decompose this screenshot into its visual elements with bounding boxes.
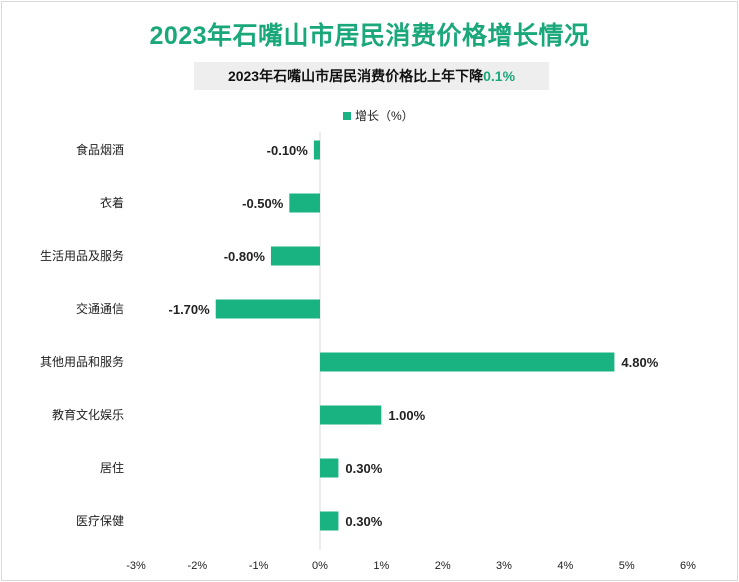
bar: [289, 193, 320, 213]
chart-title: 2023年石嘴山市居民消费价格增长情况: [149, 22, 590, 50]
bar: [320, 458, 339, 478]
bar: [270, 246, 320, 266]
x-tick-label: 3%: [496, 560, 512, 572]
category-label: 衣着: [100, 195, 124, 210]
value-label: 4.80%: [621, 355, 658, 370]
x-tick-label: 5%: [619, 560, 635, 572]
bar: [313, 140, 320, 160]
value-label: 0.30%: [345, 514, 382, 529]
x-tick-label: 2%: [435, 560, 451, 572]
category-label: 医疗保健: [76, 514, 124, 528]
subtitle-text: 2023年石嘴山市居民消费价格比上年下降: [227, 68, 484, 84]
chart-subtitle: 2023年石嘴山市居民消费价格比上年下降0.1%: [194, 62, 549, 90]
category-label: 其他用品和服务: [40, 354, 124, 369]
category-label: 交通通信: [76, 301, 124, 316]
x-tick-label: -1%: [249, 560, 269, 572]
value-label: -0.80%: [224, 249, 266, 264]
bar: [320, 405, 382, 425]
category-label: 生活用品及服务: [40, 248, 124, 263]
category-label: 居住: [100, 461, 124, 475]
x-tick-label: -2%: [188, 560, 208, 572]
category-label: 食品烟酒: [76, 142, 124, 157]
bar: [320, 352, 615, 372]
value-label: 1.00%: [388, 408, 425, 423]
value-label: -0.50%: [242, 196, 284, 211]
legend-swatch: [343, 112, 351, 120]
x-tick-label: 6%: [680, 560, 696, 572]
value-label: -1.70%: [169, 302, 211, 317]
subtitle-box: 2023年石嘴山市居民消费价格比上年下降0.1%: [194, 62, 549, 90]
x-tick-label: 0%: [312, 560, 328, 572]
category-label: 教育文化娱乐: [52, 407, 124, 422]
x-tick-label: 1%: [373, 560, 389, 572]
value-label: 0.30%: [345, 461, 382, 476]
legend-label: 增长（%）: [355, 109, 414, 123]
bar: [215, 299, 320, 319]
value-label: -0.10%: [267, 143, 309, 158]
x-tick-label: 4%: [557, 560, 573, 572]
subtitle-highlight: 0.1%: [483, 68, 516, 84]
x-tick-label: -3%: [126, 560, 146, 572]
bar: [320, 511, 339, 531]
